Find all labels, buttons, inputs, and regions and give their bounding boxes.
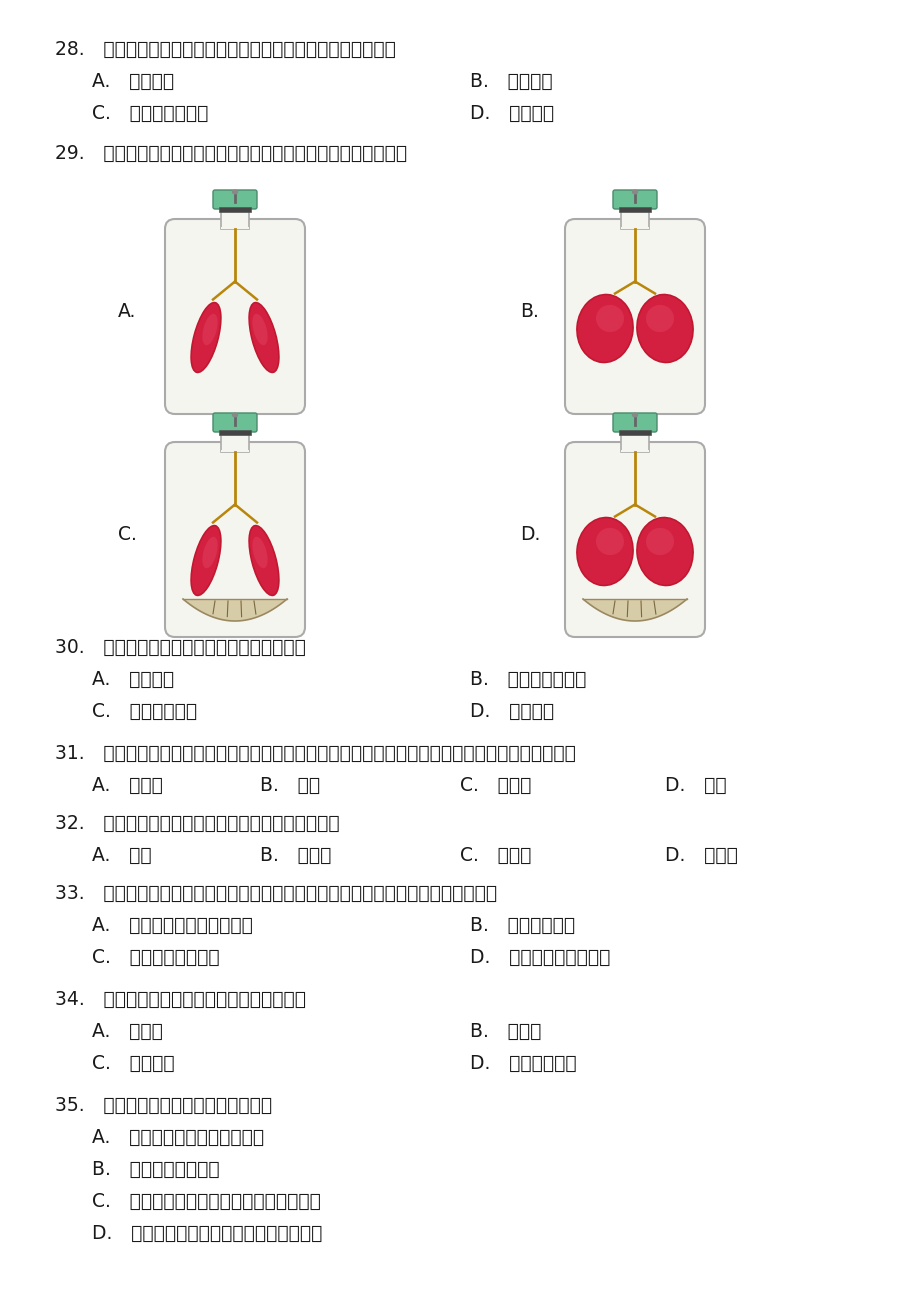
Ellipse shape xyxy=(252,536,267,568)
Text: A. 动脉是指与心脏相通的血管: A. 动脉是指与心脏相通的血管 xyxy=(92,1128,264,1147)
Polygon shape xyxy=(583,599,686,621)
Text: D. 氧气增多: D. 氧气增多 xyxy=(470,702,553,721)
Text: A. 不含氧气: A. 不含氧气 xyxy=(92,671,174,689)
Text: B. 血清: B. 血清 xyxy=(260,776,320,796)
Bar xyxy=(221,207,249,229)
Ellipse shape xyxy=(596,527,623,555)
Ellipse shape xyxy=(576,517,632,586)
Text: 33. 血液能不停地在血管、心脏组成的封闭的管道内循环流动，其动力来自（　　）: 33. 血液能不停地在血管、心脏组成的封闭的管道内循环流动，其动力来自（ ） xyxy=(55,884,496,904)
Bar xyxy=(618,430,651,435)
Text: 29. 以下为模拟隔肌运动图示，请问模拟肺吸气的图示是（　　）: 29. 以下为模拟隔肌运动图示，请问模拟肺吸气的图示是（ ） xyxy=(55,145,407,163)
Text: B. 全部是二氧化碳: B. 全部是二氧化碳 xyxy=(470,671,585,689)
Ellipse shape xyxy=(632,413,637,417)
Bar xyxy=(221,450,249,452)
FancyBboxPatch shape xyxy=(612,413,656,432)
FancyBboxPatch shape xyxy=(564,441,704,637)
Text: B. 运输动脉血的血管: B. 运输动脉血的血管 xyxy=(92,1160,220,1180)
Bar xyxy=(221,430,249,452)
Bar xyxy=(620,227,648,229)
Text: D. 以上三者均可: D. 以上三者均可 xyxy=(470,1055,576,1073)
Text: C. 二氧化碳增多: C. 二氧化碳增多 xyxy=(92,702,197,721)
Text: D. 将血液从心脏送到身体各部分去的血管: D. 将血液从心脏送到身体各部分去的血管 xyxy=(92,1224,322,1243)
Bar xyxy=(219,207,251,212)
Text: B. 温暖空气: B. 温暖空气 xyxy=(470,72,552,91)
Text: 32. 血细胞中没有细胞核，形状不规则的是（　　）: 32. 血细胞中没有细胞核，形状不规则的是（ ） xyxy=(55,814,339,833)
FancyBboxPatch shape xyxy=(165,219,305,414)
Text: A. 心脏有节律的收缩和舒张: A. 心脏有节律的收缩和舒张 xyxy=(92,917,253,935)
Ellipse shape xyxy=(233,190,237,194)
Text: B. 肺循环: B. 肺循环 xyxy=(470,1022,540,1042)
Text: A. 血浆: A. 血浆 xyxy=(92,846,152,865)
Text: C. 将身体各部分的血液送回到心脏的血管: C. 将身体各部分的血液送回到心脏的血管 xyxy=(92,1193,321,1211)
Text: C. 红细胞: C. 红细胞 xyxy=(460,846,531,865)
Polygon shape xyxy=(183,599,287,621)
Ellipse shape xyxy=(645,527,674,555)
Ellipse shape xyxy=(632,190,637,194)
Text: C.: C. xyxy=(118,525,137,544)
Bar xyxy=(620,450,648,452)
Bar xyxy=(620,430,648,452)
Text: 31. 在盛有新鲜血液的试管中加入少量柠檬酸钙，静止一段时间后，下层呢深红色的部分是（　　）: 31. 在盛有新鲜血液的试管中加入少量柠檬酸钙，静止一段时间后，下层呢深红色的部… xyxy=(55,743,575,763)
Text: C. 静脉的收缩和舒张: C. 静脉的收缩和舒张 xyxy=(92,948,220,967)
Ellipse shape xyxy=(191,526,221,595)
Text: 28. 拔或剪除鼻毛是不科学的，因为鼻毛具有哪种功能（　　）: 28. 拔或剪除鼻毛是不科学的，因为鼻毛具有哪种功能（ ） xyxy=(55,40,395,59)
Text: 35. 关于动脉的叙述正确的是（　　）: 35. 关于动脉的叙述正确的是（ ） xyxy=(55,1096,272,1115)
FancyBboxPatch shape xyxy=(612,190,656,210)
Bar xyxy=(618,207,651,212)
Ellipse shape xyxy=(636,517,692,586)
Ellipse shape xyxy=(596,305,623,332)
Text: B.: B. xyxy=(519,302,539,322)
Ellipse shape xyxy=(249,526,278,595)
Text: C. 冠脉循环: C. 冠脉循环 xyxy=(92,1055,175,1073)
Ellipse shape xyxy=(645,305,674,332)
Ellipse shape xyxy=(202,314,218,345)
Text: A. 体循环: A. 体循环 xyxy=(92,1022,163,1042)
Text: B. 动脉瓣的推动: B. 动脉瓣的推动 xyxy=(470,917,574,935)
Text: D.: D. xyxy=(519,525,539,544)
Ellipse shape xyxy=(202,536,218,568)
Text: A. 分泌黏液: A. 分泌黏液 xyxy=(92,72,174,91)
Ellipse shape xyxy=(636,294,692,362)
Text: D. 白细胞: D. 白细胞 xyxy=(664,846,737,865)
Ellipse shape xyxy=(576,294,632,362)
Bar xyxy=(221,227,249,229)
Ellipse shape xyxy=(233,413,237,417)
FancyBboxPatch shape xyxy=(165,441,305,637)
Ellipse shape xyxy=(249,302,278,372)
Text: D. 骨骼肌的收缩和舒张: D. 骨骼肌的收缩和舒张 xyxy=(470,948,609,967)
Text: A. 红细胞: A. 红细胞 xyxy=(92,776,163,796)
Text: 34. 能为心肌提供营养的循环途径是（　　）: 34. 能为心肌提供营养的循环途径是（ ） xyxy=(55,990,306,1009)
Ellipse shape xyxy=(252,314,267,345)
FancyBboxPatch shape xyxy=(564,219,704,414)
Text: D. 血浆: D. 血浆 xyxy=(664,776,726,796)
Text: A.: A. xyxy=(118,302,136,322)
Text: C. 血小板: C. 血小板 xyxy=(460,776,531,796)
Bar xyxy=(620,207,648,229)
Text: B. 血小板: B. 血小板 xyxy=(260,846,331,865)
Bar xyxy=(219,430,251,435)
Text: C. 阻挡灰尘、病菌: C. 阻挡灰尘、病菌 xyxy=(92,104,208,122)
Text: 30. 与吸入的气体相比，呼出的气体（　　）: 30. 与吸入的气体相比，呼出的气体（ ） xyxy=(55,638,305,658)
Ellipse shape xyxy=(191,302,221,372)
Text: D. 湿润空气: D. 湿润空气 xyxy=(470,104,553,122)
FancyBboxPatch shape xyxy=(213,413,256,432)
FancyBboxPatch shape xyxy=(213,190,256,210)
